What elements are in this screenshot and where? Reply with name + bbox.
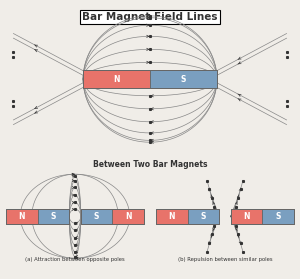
Text: (b) Repulsion between similar poles: (b) Repulsion between similar poles [178,257,272,262]
Text: N: N [169,212,175,221]
Bar [81,209,144,224]
Text: Bar Magnet Field Lines: Bar Magnet Field Lines [82,12,218,22]
Bar [262,209,294,224]
Text: S: S [51,212,56,221]
Text: N: N [125,212,131,221]
Text: N: N [113,74,120,83]
Bar [81,209,112,224]
Bar [83,70,150,88]
Bar [231,209,294,224]
Bar [6,209,69,224]
Text: N: N [243,212,250,221]
Text: S: S [201,212,206,221]
Bar [83,70,217,88]
Bar [156,209,188,224]
Bar [38,209,69,224]
Bar [156,209,219,224]
Bar [6,209,38,224]
Bar [231,209,262,224]
Text: N: N [19,212,25,221]
Text: S: S [181,74,186,83]
Bar [150,70,217,88]
Bar [188,209,219,224]
Text: S: S [275,212,281,221]
Text: S: S [94,212,99,221]
Bar [112,209,144,224]
Text: (a) Attraction between opposite poles: (a) Attraction between opposite poles [25,257,125,262]
Text: Between Two Bar Magnets: Between Two Bar Magnets [93,160,207,169]
